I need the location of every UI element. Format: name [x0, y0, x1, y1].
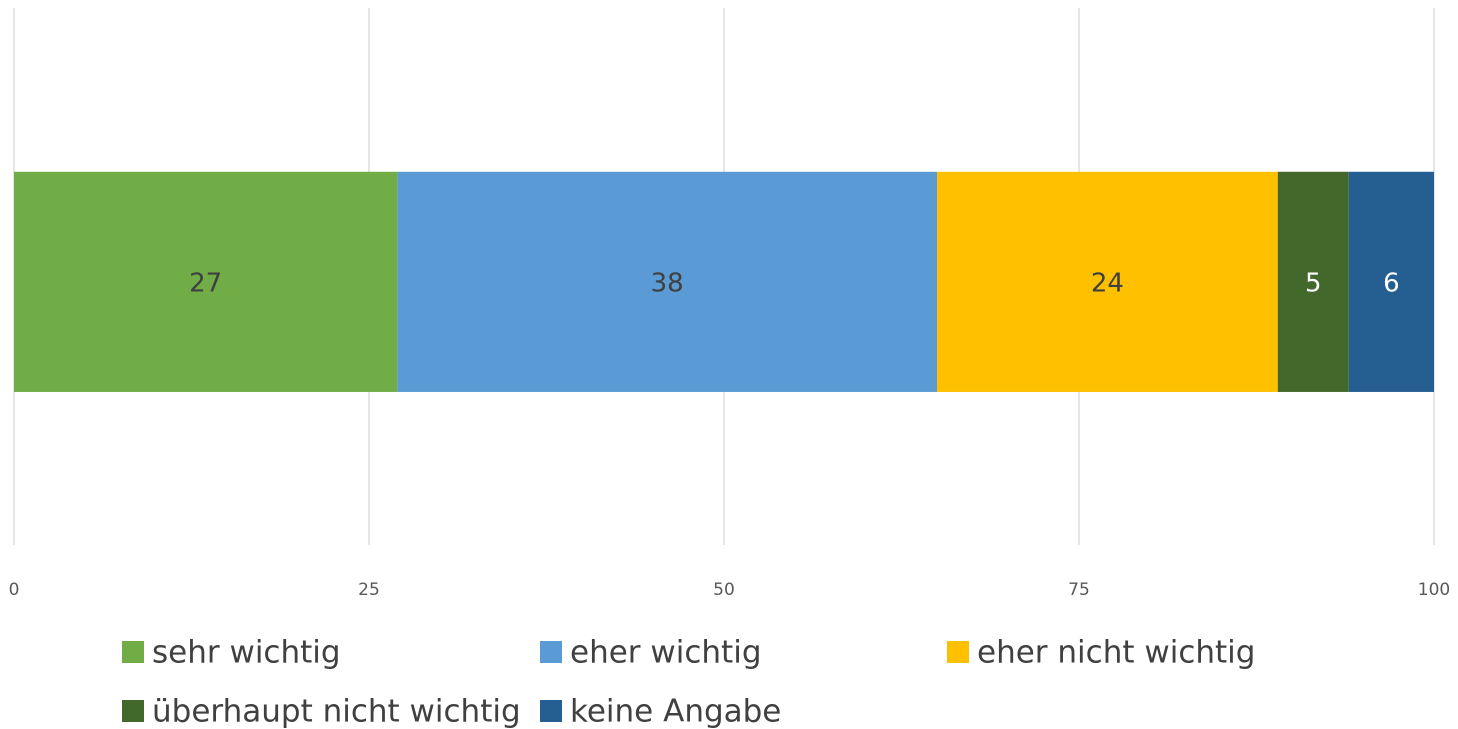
bar-segment	[1277, 171, 1349, 392]
legend-label: überhaupt nicht wichtig	[152, 694, 521, 729]
x-tick-label: 25	[358, 580, 380, 600]
legend-swatch	[947, 641, 969, 663]
x-tick-label: 100	[1418, 580, 1450, 600]
bar-segment	[937, 171, 1278, 392]
legend-swatch	[540, 700, 562, 722]
x-tick-label: 75	[1068, 580, 1090, 600]
legend-label: eher nicht wichtig	[977, 635, 1255, 671]
legend-label: keine Angabe	[570, 694, 781, 729]
bar-segment	[1348, 171, 1434, 392]
data-label: 6	[1383, 268, 1400, 298]
legend-swatch	[122, 700, 144, 722]
x-tick-label: 50	[713, 580, 735, 600]
legend-label: eher wichtig	[570, 635, 762, 671]
legend-swatch	[122, 641, 144, 663]
data-label: 5	[1305, 268, 1322, 298]
bar-segment	[14, 171, 398, 392]
data-label: 38	[651, 268, 684, 298]
bar-segment	[397, 171, 937, 392]
data-label: 27	[189, 268, 222, 298]
legend-label: sehr wichtig	[152, 635, 341, 671]
legend-swatch	[540, 641, 562, 663]
x-tick-label: 0	[9, 580, 20, 600]
data-label: 24	[1091, 268, 1124, 298]
